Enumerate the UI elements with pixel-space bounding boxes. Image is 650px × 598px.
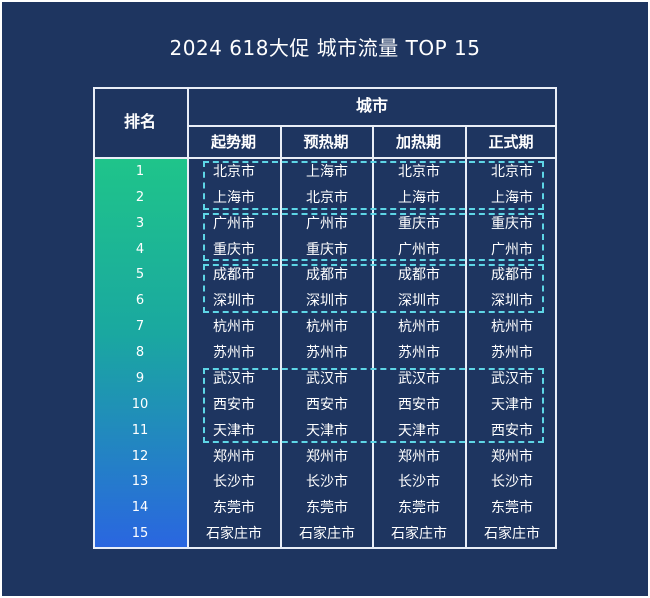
- city-cell: 杭州市: [398, 319, 440, 336]
- city-cell: 长沙市: [213, 474, 255, 491]
- rank-cell: 11: [131, 422, 149, 438]
- city-cell: 广州市: [213, 215, 255, 232]
- rank-cell: 1: [135, 164, 145, 179]
- city-cell: 上海市: [306, 164, 348, 180]
- city-cell: 成都市: [306, 267, 348, 284]
- city-cell: 上海市: [213, 189, 255, 206]
- divider-group-header: [187, 125, 557, 127]
- city-cell: 重庆市: [213, 241, 255, 258]
- rank-header: 排名: [123, 112, 156, 131]
- divider-col-1: [280, 125, 282, 549]
- city-cell: 杭州市: [306, 319, 348, 336]
- rank-cell: 12: [131, 448, 149, 464]
- city-cell: 西安市: [213, 396, 255, 413]
- rank-cell: 2: [135, 189, 145, 205]
- city-cell: 北京市: [398, 164, 440, 180]
- column-header: 起势期: [210, 133, 256, 151]
- rank-column-background: [95, 159, 187, 547]
- divider-header: [93, 157, 557, 159]
- column-header: 预热期: [303, 133, 349, 151]
- city-cell: 天津市: [213, 422, 255, 439]
- highlight-box: [203, 264, 544, 314]
- city-cell: 成都市: [398, 267, 440, 284]
- city-cell: 武汉市: [213, 370, 255, 387]
- city-cell: 广州市: [398, 241, 440, 258]
- city-cell: 西安市: [491, 422, 533, 439]
- city-cell: 北京市: [306, 189, 348, 206]
- city-cell: 天津市: [398, 422, 440, 439]
- city-cell: 重庆市: [306, 241, 348, 258]
- city-cell: 深圳市: [213, 293, 255, 310]
- rank-cell: 8: [135, 345, 145, 361]
- city-cell: 上海市: [491, 189, 533, 206]
- highlight-box: [203, 161, 544, 210]
- rank-cell: 10: [131, 396, 149, 412]
- city-cell: 广州市: [306, 215, 348, 232]
- city-cell: 广州市: [491, 241, 533, 258]
- city-cell: 东莞市: [491, 500, 533, 517]
- city-cell: 武汉市: [306, 370, 348, 387]
- ranking-table: 排名 城市 起势期 预热期 加热期 正式期 1 北京市 上海市 北京市 北京市 2 上海市北…: [93, 87, 557, 549]
- city-cell: 郑州市: [213, 448, 255, 465]
- city-cell: 石家庄市: [391, 526, 447, 543]
- city-cell: 苏州市: [398, 345, 440, 362]
- highlight-box: [203, 212, 544, 262]
- city-cell: 石家庄市: [484, 526, 540, 543]
- city-cell: 武汉市: [398, 370, 440, 387]
- city-cell: 郑州市: [306, 448, 348, 465]
- city-cell: 北京市: [491, 164, 533, 180]
- divider-rank: [187, 87, 189, 549]
- city-cell: 深圳市: [491, 293, 533, 310]
- page-title: 2024 618大促 城市流量 TOP 15: [169, 36, 481, 60]
- city-cell: 杭州市: [491, 319, 533, 336]
- city-cell: 东莞市: [306, 500, 348, 517]
- city-cell: 西安市: [398, 396, 440, 413]
- rank-cell: 13: [131, 474, 149, 490]
- highlight-box: [203, 367, 544, 443]
- city-cell: 天津市: [306, 422, 348, 439]
- city-cell: 成都市: [213, 267, 255, 284]
- city-cell: 上海市: [398, 189, 440, 206]
- city-cell: 石家庄市: [299, 526, 355, 543]
- rank-cell: 9: [135, 370, 145, 386]
- city-cell: 东莞市: [398, 500, 440, 517]
- city-cell: 苏州市: [306, 345, 348, 362]
- city-cell: 成都市: [491, 267, 533, 284]
- divider-col-2: [372, 125, 374, 549]
- city-cell: 西安市: [306, 396, 348, 413]
- column-header: 加热期: [395, 133, 441, 151]
- city-cell: 石家庄市: [206, 526, 262, 543]
- city-cell: 深圳市: [398, 293, 440, 310]
- city-cell: 深圳市: [306, 293, 348, 310]
- city-cell: 北京市: [213, 164, 255, 180]
- rank-cell: 7: [135, 319, 145, 335]
- rank-cell: 3: [135, 215, 145, 231]
- city-cell: 天津市: [491, 396, 533, 413]
- city-cell: 长沙市: [398, 474, 440, 491]
- city-cell: 杭州市: [213, 319, 255, 336]
- city-cell: 郑州市: [398, 448, 440, 465]
- city-cell: 苏州市: [213, 345, 255, 362]
- rank-cell: 5: [135, 267, 145, 283]
- column-header: 正式期: [488, 133, 534, 151]
- city-cell: 苏州市: [491, 345, 533, 362]
- rank-cell: 14: [131, 500, 149, 516]
- table-border: [93, 87, 557, 549]
- city-cell: 长沙市: [491, 474, 533, 491]
- city-cell: 东莞市: [213, 500, 255, 517]
- city-cell: 长沙市: [306, 474, 348, 491]
- divider-col-3: [465, 125, 467, 549]
- city-cell: 郑州市: [491, 448, 533, 465]
- city-group-header: 城市: [355, 96, 388, 115]
- rank-cell: 4: [135, 241, 145, 257]
- rank-cell: 15: [131, 526, 149, 542]
- rank-cell: 6: [135, 293, 145, 309]
- city-cell: 重庆市: [398, 215, 440, 232]
- city-cell: 重庆市: [491, 215, 533, 232]
- city-cell: 武汉市: [491, 370, 533, 387]
